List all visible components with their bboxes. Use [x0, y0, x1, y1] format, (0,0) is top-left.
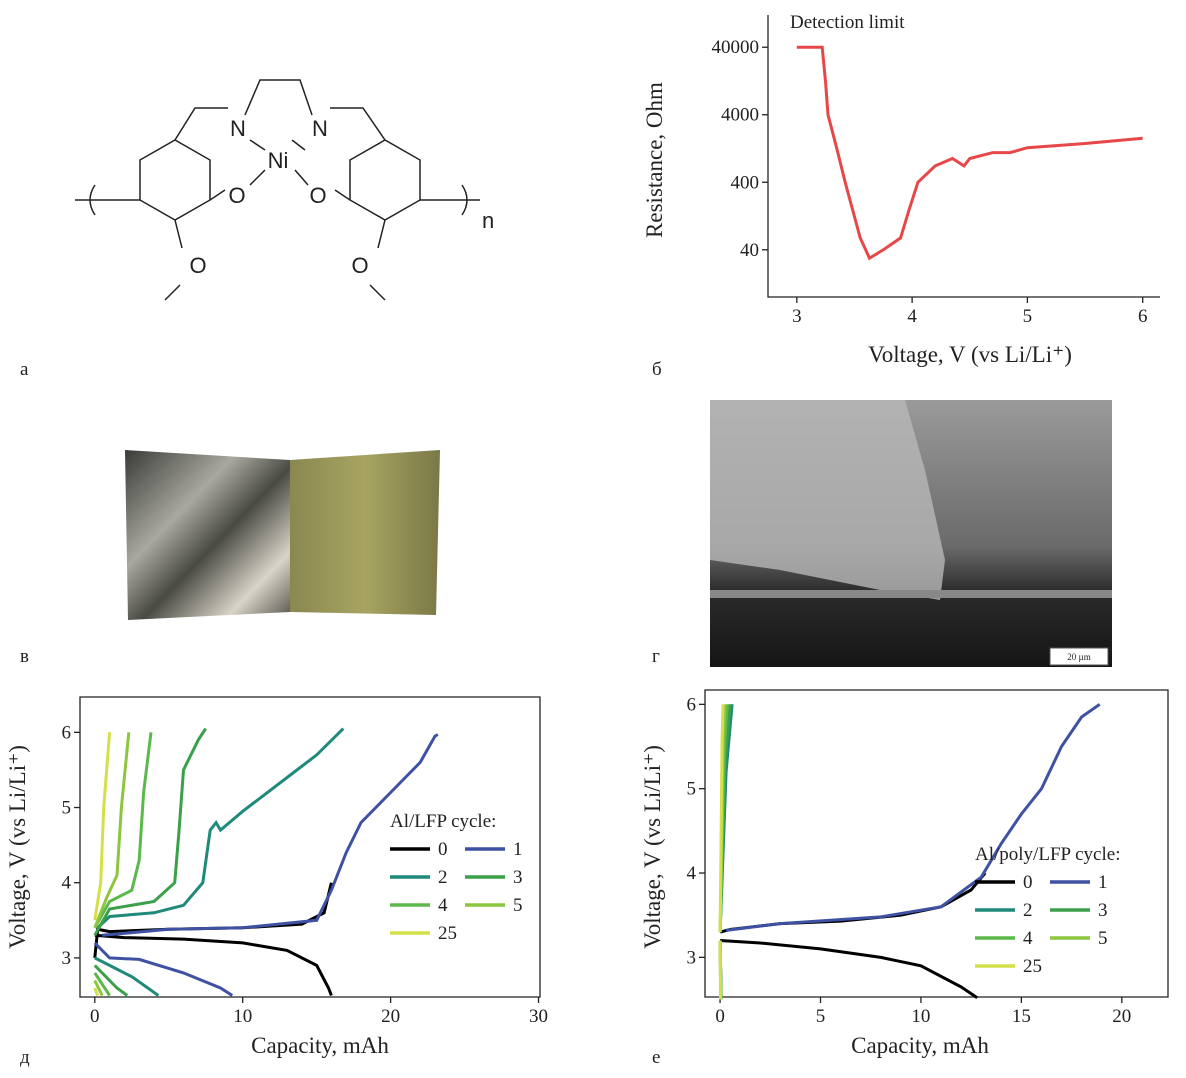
legend-label: 1	[513, 839, 523, 860]
y-tick-label: 5	[687, 779, 697, 800]
x-tick-label: 6	[1138, 306, 1148, 327]
legend-label: 5	[1098, 928, 1108, 949]
x-tick-label: 5	[1023, 306, 1033, 327]
series-line	[94, 727, 345, 997]
x-tick-label: 30	[529, 1006, 548, 1027]
y-axis-label: Voltage, V (vs Li/Li⁺)	[5, 745, 30, 949]
y-tick-label: 4000	[721, 105, 759, 126]
x-tick-label: 20	[1112, 1006, 1131, 1027]
x-axis-label: Capacity, mAh	[251, 1033, 389, 1058]
atom: O	[228, 183, 245, 208]
x-tick-label: 5	[816, 1006, 826, 1027]
panel-label: в	[20, 646, 29, 667]
annotation: Detection limit	[790, 12, 905, 33]
series-line	[718, 704, 725, 1000]
atom: N	[230, 116, 246, 141]
chemical-structure	[75, 79, 480, 301]
legend-title: Al/LFP cycle:	[390, 811, 496, 832]
legend-label: 3	[513, 867, 523, 888]
panel-label: г	[652, 646, 660, 667]
x-tick-label: 0	[715, 1006, 725, 1027]
legend-label: 2	[1023, 900, 1033, 921]
atom: O	[351, 253, 368, 278]
y-tick-label: 3	[687, 947, 697, 968]
y-tick-label: 40000	[712, 37, 760, 58]
axis	[704, 689, 1169, 998]
legend-label: 4	[438, 895, 448, 916]
legend-label: 0	[1023, 872, 1033, 893]
x-tick-label: 0	[90, 1006, 100, 1027]
y-axis-label: Resistance, Ohm	[642, 82, 667, 238]
axis	[767, 15, 1160, 298]
series-line	[93, 732, 153, 997]
legend-label: 25	[438, 923, 457, 944]
legend-label: 25	[1023, 956, 1042, 977]
atom: Ni	[268, 148, 289, 173]
series-line	[93, 727, 207, 997]
panel-label: б	[652, 359, 662, 380]
y-axis-label: Voltage, V (vs Li/Li⁺)	[640, 745, 665, 949]
panel-label: д	[20, 1047, 30, 1068]
subscript: n	[482, 208, 494, 233]
axis	[79, 696, 541, 998]
legend-label: 5	[513, 895, 523, 916]
series-line	[719, 872, 987, 1000]
panel-label: а	[20, 359, 29, 380]
y-tick-label: 4	[687, 863, 697, 884]
x-tick-label: 20	[381, 1006, 400, 1027]
y-tick-label: 5	[62, 798, 72, 819]
x-tick-label: 4	[907, 306, 917, 327]
y-tick-label: 4	[62, 873, 72, 894]
atom: O	[309, 183, 326, 208]
scale-bar-label: 20 µm	[1067, 652, 1090, 662]
y-tick-label: 3	[62, 948, 72, 969]
atom: O	[189, 253, 206, 278]
x-tick-label: 10	[911, 1006, 930, 1027]
y-tick-label: 40	[740, 240, 759, 261]
series-line	[796, 45, 1143, 261]
legend-label: 2	[438, 867, 448, 888]
x-tick-label: 15	[1012, 1006, 1031, 1027]
x-axis-label: Voltage, V (vs Li/Li⁺)	[868, 342, 1072, 367]
y-tick-label: 400	[731, 172, 760, 193]
atom: N	[312, 116, 328, 141]
legend-label: 4	[1023, 928, 1033, 949]
series-line	[93, 882, 333, 997]
x-tick-label: 10	[233, 1006, 252, 1027]
legend-title: Al/poly/LFP cycle:	[975, 844, 1120, 865]
x-axis-label: Capacity, mAh	[851, 1033, 989, 1058]
series-line	[93, 732, 112, 997]
series-line	[93, 732, 131, 997]
sem-image	[710, 400, 1112, 667]
legend-label: 1	[1098, 872, 1108, 893]
legend-label: 0	[438, 839, 448, 860]
panel-label: е	[652, 1047, 660, 1068]
legend-label: 3	[1098, 900, 1108, 921]
y-tick-label: 6	[687, 694, 697, 715]
x-tick-label: 3	[792, 306, 802, 327]
y-tick-label: 6	[62, 722, 72, 743]
photo	[125, 450, 440, 620]
series-line	[93, 733, 439, 997]
